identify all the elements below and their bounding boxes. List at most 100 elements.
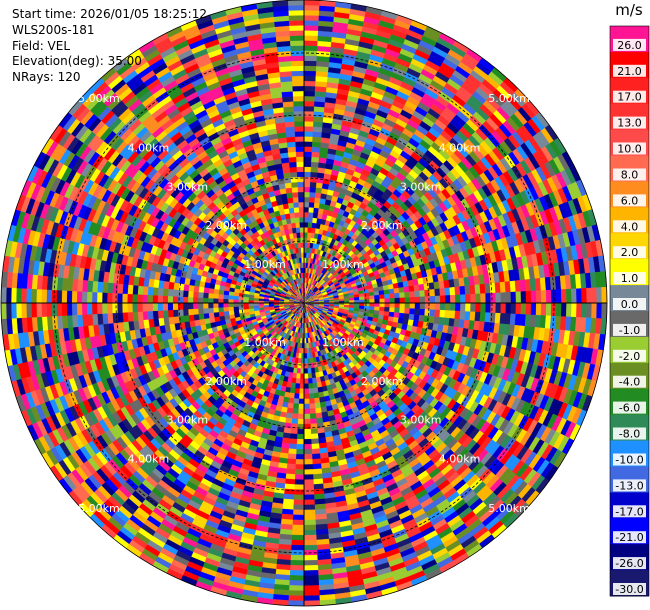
gate-cell: [303, 0, 321, 6]
gate-cell: [285, 473, 296, 480]
gate-cell: [303, 181, 311, 188]
gate-cell: [495, 302, 502, 314]
gate-cell: [555, 289, 562, 304]
gate-cell: [308, 212, 314, 218]
gate-cell: [303, 575, 319, 581]
gate-cell: [303, 524, 317, 531]
gate-cell: [364, 302, 370, 307]
gate-cell: [404, 297, 411, 304]
gate-cell: [303, 216, 309, 223]
gate-cell: [299, 388, 305, 395]
gate-cell: [303, 75, 317, 82]
gate-cell: [439, 287, 446, 297]
gate-cell: [303, 554, 318, 561]
gate-cell: [384, 302, 391, 308]
gate-cell: [449, 286, 456, 296]
gate-cell: [369, 295, 375, 300]
gate-cell: [383, 289, 390, 295]
gate-cell: [303, 499, 315, 506]
gate-cell: [596, 302, 603, 319]
gate-cell: [303, 30, 319, 36]
gate-cell: [303, 201, 310, 208]
gate-cell: [285, 412, 293, 419]
gate-cell: [290, 549, 305, 556]
gate-cell: [469, 284, 476, 295]
gate-cell: [303, 186, 311, 193]
gate-cell: [303, 600, 321, 607]
gate-cell: [303, 559, 318, 566]
gate-cell: [424, 296, 431, 304]
gate-cell: [298, 398, 305, 405]
gate-cell: [469, 311, 476, 322]
gate-cell: [303, 408, 311, 415]
gate-cell: [314, 192, 322, 199]
gate-cell: [297, 423, 305, 430]
gate-cell: [303, 227, 309, 233]
gate-cell: [408, 285, 415, 293]
gate-cell: [296, 444, 305, 450]
gate-cell: [288, 590, 305, 597]
gate-cell: [293, 398, 300, 405]
gate-cell: [379, 302, 386, 308]
gate-cell: [303, 438, 312, 445]
gate-cell: [303, 232, 308, 238]
gate-cell: [307, 378, 313, 384]
gate-cell: [307, 373, 313, 379]
gate-cell: [294, 474, 305, 480]
gate-cell: [296, 438, 305, 445]
gate-cell: [303, 100, 315, 107]
gate-cell: [439, 295, 446, 304]
gate-cell: [303, 423, 311, 430]
gate-cell: [369, 302, 375, 307]
gate-cell: [490, 292, 497, 304]
gate-cell: [287, 448, 297, 455]
gate-cell: [309, 186, 317, 193]
gate-cell: [303, 509, 316, 516]
gate-cell: [303, 136, 313, 142]
gate-cell: [404, 302, 411, 309]
gate-cell: [303, 474, 314, 480]
gate-cell: [389, 307, 395, 313]
gate-cell: [398, 312, 405, 320]
gate-cell: [294, 479, 305, 486]
gate-cell: [460, 294, 466, 304]
gate-cell: [312, 136, 322, 143]
gate-cell: [303, 80, 316, 87]
gate-cell: [310, 423, 318, 430]
gate-cell: [310, 428, 318, 435]
gate-cell: [490, 302, 497, 314]
gate-cell: [309, 181, 317, 188]
gate-cell: [311, 156, 320, 163]
gate-cell: [515, 291, 522, 304]
gate-cell: [424, 302, 431, 310]
gate-cell: [520, 302, 527, 315]
gate-cell: [303, 105, 315, 112]
gate-cell: [388, 288, 395, 295]
gate-cell: [450, 302, 456, 312]
gate-cell: [303, 151, 313, 157]
gate-cell: [474, 284, 481, 295]
gate-cell: [313, 397, 321, 404]
gate-cell: [308, 206, 315, 213]
gate-cell: [510, 291, 517, 304]
gate-cell: [379, 298, 386, 304]
gate-cell: [444, 287, 451, 296]
gate-cell: [434, 288, 441, 297]
gate-cell: [419, 296, 426, 304]
gate-cell: [581, 287, 588, 304]
gate-cell: [530, 302, 537, 316]
gate-cell: [307, 222, 313, 228]
velocity-sweep: [0, 0, 608, 607]
gate-cell: [312, 126, 323, 133]
gate-cell: [310, 433, 319, 440]
gate-cell: [311, 141, 322, 148]
gate-cell: [313, 111, 325, 118]
gate-cell: [308, 201, 315, 208]
gate-cell: [310, 161, 320, 168]
gate-cell: [310, 166, 319, 173]
gate-cell: [454, 286, 461, 296]
gate-cell: [510, 302, 517, 315]
gate-cell: [295, 449, 305, 455]
gate-cell: [409, 302, 416, 310]
gate-cell: [379, 306, 385, 312]
